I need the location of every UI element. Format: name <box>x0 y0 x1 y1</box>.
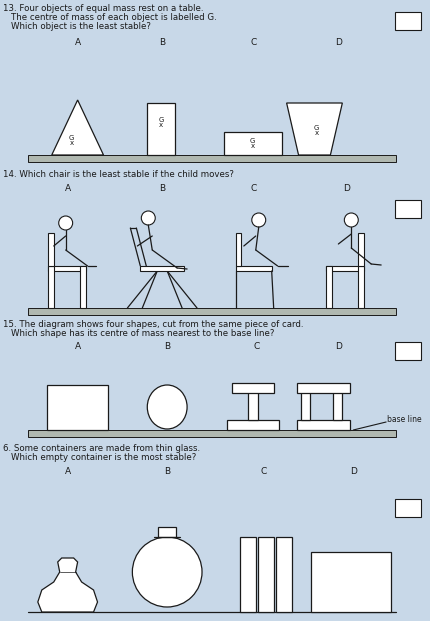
Bar <box>333 390 341 420</box>
Polygon shape <box>38 558 97 612</box>
Text: 13. Four objects of equal mass rest on a table.: 13. Four objects of equal mass rest on a… <box>3 4 203 13</box>
Polygon shape <box>286 103 341 155</box>
Text: C: C <box>250 184 256 193</box>
Bar <box>247 390 257 420</box>
Text: x: x <box>159 122 163 128</box>
Bar <box>235 266 271 271</box>
Text: Which empty container is the most stable?: Which empty container is the most stable… <box>11 453 196 462</box>
Bar <box>226 420 278 430</box>
Text: D: D <box>334 38 341 47</box>
Bar <box>231 383 273 393</box>
Text: D: D <box>334 342 341 351</box>
Bar <box>394 499 420 517</box>
Text: G: G <box>313 125 319 131</box>
Text: x: x <box>313 130 318 136</box>
Text: The centre of mass of each object is labelled G.: The centre of mass of each object is lab… <box>11 13 216 22</box>
Text: D: D <box>342 184 349 193</box>
Bar <box>257 537 273 612</box>
Bar <box>147 103 175 155</box>
Bar <box>158 527 176 537</box>
Text: B: B <box>159 38 165 47</box>
Text: D: D <box>349 467 356 476</box>
Bar <box>357 266 363 308</box>
Circle shape <box>58 216 73 230</box>
Text: Which shape has its centre of mass nearest to the base line?: Which shape has its centre of mass neare… <box>11 329 273 338</box>
Text: x: x <box>250 143 254 149</box>
Bar <box>357 233 363 266</box>
Text: 15. The diagram shows four shapes, cut from the same piece of card.: 15. The diagram shows four shapes, cut f… <box>3 320 303 329</box>
Bar <box>326 266 332 308</box>
Text: B: B <box>164 342 170 351</box>
Bar <box>394 200 420 218</box>
Polygon shape <box>52 100 103 155</box>
Bar <box>326 266 363 271</box>
Text: G: G <box>69 135 74 141</box>
Bar <box>48 266 54 308</box>
Bar <box>235 233 240 266</box>
Circle shape <box>132 537 202 607</box>
Text: A: A <box>64 184 71 193</box>
Bar <box>28 430 395 437</box>
Text: B: B <box>164 467 170 476</box>
Bar <box>311 552 390 612</box>
Bar <box>296 383 350 393</box>
Bar <box>48 266 86 271</box>
Bar <box>224 132 281 155</box>
Text: A: A <box>74 38 80 47</box>
Bar <box>47 385 108 430</box>
Circle shape <box>344 213 357 227</box>
Text: B: B <box>159 184 165 193</box>
Text: G: G <box>249 138 255 144</box>
Bar <box>239 537 255 612</box>
Bar <box>48 233 54 266</box>
Text: C: C <box>253 342 259 351</box>
Bar <box>296 420 350 430</box>
Text: A: A <box>74 342 80 351</box>
Ellipse shape <box>147 385 187 429</box>
Bar <box>28 155 395 162</box>
Bar <box>394 12 420 30</box>
Text: Which object is the least stable?: Which object is the least stable? <box>11 22 150 31</box>
Text: C: C <box>260 467 266 476</box>
Text: A: A <box>64 467 71 476</box>
Circle shape <box>251 213 265 227</box>
Bar <box>80 266 86 308</box>
Bar <box>275 537 291 612</box>
Text: 14. Which chair is the least stable if the child moves?: 14. Which chair is the least stable if t… <box>3 170 233 179</box>
Bar <box>28 308 395 315</box>
Circle shape <box>141 211 155 225</box>
Text: C: C <box>250 38 256 47</box>
Text: G: G <box>158 117 163 123</box>
Text: x: x <box>69 140 74 146</box>
Text: 6. Some containers are made from thin glass.: 6. Some containers are made from thin gl… <box>3 444 200 453</box>
Bar <box>394 342 420 360</box>
Bar <box>300 390 309 420</box>
Text: base line: base line <box>386 415 421 425</box>
Polygon shape <box>140 266 184 271</box>
